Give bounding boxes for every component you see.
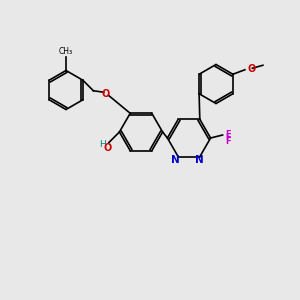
- Text: O: O: [104, 143, 112, 153]
- Text: F: F: [226, 137, 231, 146]
- Text: F: F: [226, 134, 231, 142]
- Text: O: O: [101, 89, 110, 99]
- Text: N: N: [195, 155, 204, 165]
- Text: F: F: [226, 130, 231, 139]
- Text: H: H: [99, 140, 106, 149]
- Text: CH₃: CH₃: [59, 46, 73, 56]
- Text: O: O: [247, 64, 256, 74]
- Text: N: N: [171, 155, 180, 165]
